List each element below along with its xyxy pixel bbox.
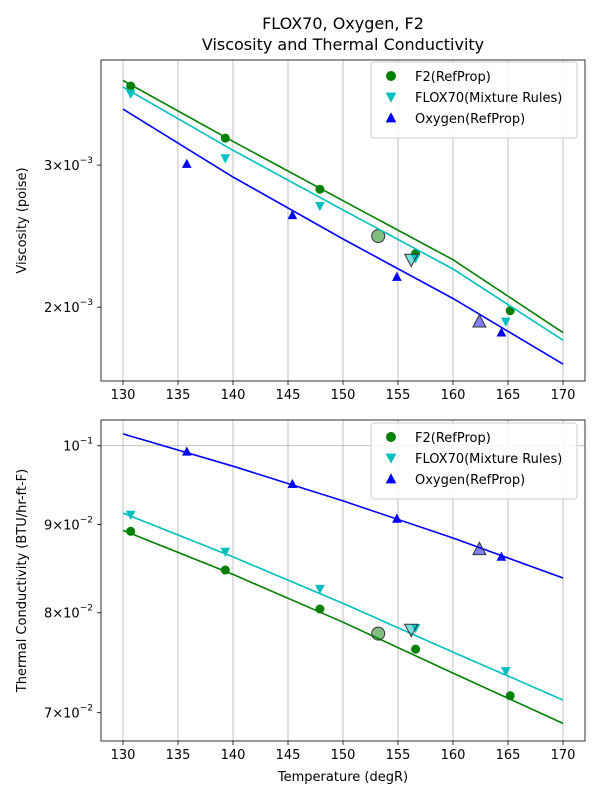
highlight-point-1 bbox=[403, 623, 419, 638]
data-point-2 bbox=[181, 446, 192, 456]
data-point-0 bbox=[220, 133, 230, 143]
figure-title-line1: FLOX70, Oxygen, F2 bbox=[262, 14, 424, 33]
legend-label: FLOX70(Mixture Rules) bbox=[415, 91, 562, 106]
y-axis-label: Viscosity (poise) bbox=[15, 167, 30, 273]
legend-label: Oxygen(RefProp) bbox=[415, 473, 525, 488]
figure-title-line2: Viscosity and Thermal Conductivity bbox=[202, 35, 484, 54]
data-point-0 bbox=[411, 644, 421, 654]
x-tick-label: 135 bbox=[166, 388, 191, 403]
y-tick-label: 9×10−2 bbox=[44, 516, 93, 534]
x-tick-label: 140 bbox=[221, 388, 246, 403]
data-point-0 bbox=[315, 604, 325, 614]
legend-label: Oxygen(RefProp) bbox=[415, 112, 525, 127]
x-tick-label: 130 bbox=[111, 748, 136, 763]
data-point-2 bbox=[392, 271, 402, 281]
highlight-point-0 bbox=[371, 626, 386, 641]
series-line-0 bbox=[122, 529, 564, 725]
legend-label: FLOX70(Mixture Rules) bbox=[415, 452, 562, 467]
data-point-1 bbox=[500, 317, 511, 327]
x-tick-label: 150 bbox=[331, 748, 356, 763]
x-tick-label: 145 bbox=[276, 388, 301, 403]
thermal-conductivity-panel: 130 135 140 145 150 155 160 165 170 10−1 9×10−2 8×1… bbox=[15, 419, 586, 785]
legend-marker-0 bbox=[386, 432, 396, 442]
series-line-1 bbox=[122, 86, 564, 341]
data-point-2 bbox=[181, 158, 192, 168]
x-tick-label: 140 bbox=[221, 748, 246, 763]
series-line-1 bbox=[122, 512, 564, 701]
legend-marker-2 bbox=[385, 112, 397, 123]
legend: F2(RefProp) FLOX70(Mixture Rules) Oxygen(R… bbox=[370, 61, 578, 139]
series-line-2 bbox=[122, 108, 564, 365]
y-tick-label: 3×10−3 bbox=[44, 156, 93, 174]
legend-marker-0 bbox=[386, 71, 396, 81]
viscosity-panel: 130 135 140 145 150 155 160 165 170 3×10−3 2×10−3 F… bbox=[15, 59, 586, 403]
data-point-0 bbox=[126, 526, 136, 536]
y-tick-label: 10−1 bbox=[63, 437, 93, 455]
data-point-2 bbox=[392, 513, 402, 523]
plot-frame bbox=[100, 59, 586, 382]
y-tick-label: 8×10−2 bbox=[44, 604, 93, 622]
y-axis-label: Thermal Conductivity (BTU/hr-ft-F) bbox=[15, 469, 30, 693]
legend-label: F2(RefProp) bbox=[415, 70, 491, 85]
data-point-1 bbox=[125, 89, 136, 99]
x-tick-label: 160 bbox=[441, 748, 466, 763]
x-tick-label: 160 bbox=[441, 388, 466, 403]
legend-frame bbox=[370, 422, 578, 500]
data-point-0 bbox=[505, 691, 515, 701]
y-tick-label: 7×10−2 bbox=[44, 704, 93, 722]
plot-frame bbox=[100, 419, 586, 742]
legend-marker-2 bbox=[385, 473, 397, 484]
data-point-2 bbox=[287, 209, 298, 220]
series-line-0 bbox=[122, 79, 564, 334]
x-tick-label: 130 bbox=[111, 388, 136, 403]
x-tick-label: 165 bbox=[496, 748, 521, 763]
legend-label: F2(RefProp) bbox=[415, 431, 491, 446]
x-tick-label: 170 bbox=[551, 748, 576, 763]
data-point-0 bbox=[220, 565, 230, 575]
x-tick-label: 135 bbox=[166, 748, 191, 763]
data-point-2 bbox=[496, 327, 507, 337]
data-point-0 bbox=[315, 184, 325, 194]
legend: F2(RefProp) FLOX70(Mixture Rules) Oxygen(R… bbox=[370, 422, 578, 500]
highlight-point-2 bbox=[472, 313, 487, 328]
legend-marker-1 bbox=[385, 92, 397, 103]
series-line-2 bbox=[122, 433, 564, 579]
data-point-1 bbox=[125, 510, 136, 520]
legend-marker-1 bbox=[385, 453, 397, 464]
x-tick-label: 165 bbox=[496, 388, 521, 403]
x-tick-label: 155 bbox=[386, 748, 411, 763]
data-point-1 bbox=[220, 547, 231, 557]
data-point-1 bbox=[315, 584, 325, 595]
highlight-point-2 bbox=[472, 541, 487, 556]
data-point-1 bbox=[220, 154, 231, 164]
data-point-1 bbox=[500, 667, 511, 677]
data-point-2 bbox=[496, 551, 507, 561]
y-tick-label: 2×10−3 bbox=[44, 298, 93, 316]
data-point-1 bbox=[315, 202, 325, 212]
x-tick-label: 170 bbox=[551, 388, 576, 403]
data-point-0 bbox=[126, 81, 136, 91]
legend-frame bbox=[370, 61, 578, 139]
x-tick-label: 145 bbox=[276, 748, 301, 763]
highlight-point-1 bbox=[403, 253, 419, 268]
x-axis-label: Temperature (degR) bbox=[277, 770, 408, 785]
data-point-2 bbox=[287, 478, 298, 489]
x-tick-label: 155 bbox=[386, 388, 411, 403]
x-tick-label: 150 bbox=[331, 388, 356, 403]
